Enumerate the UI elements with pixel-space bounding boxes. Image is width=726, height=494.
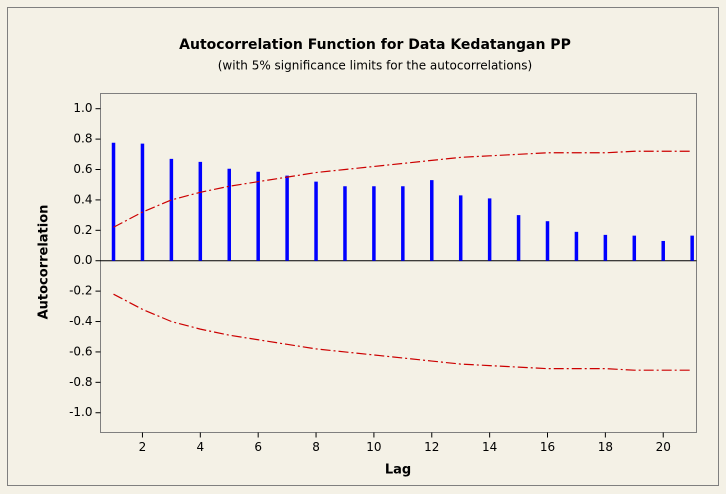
significance-limit xyxy=(113,150,693,228)
x-tick-label: 10 xyxy=(366,440,381,454)
plot-area xyxy=(100,93,697,433)
chart-title: Autocorrelation Function for Data Kedata… xyxy=(179,37,571,53)
y-tick-label: -0.2 xyxy=(69,284,92,298)
y-tick-label: -1.0 xyxy=(69,405,92,419)
y-tick-label: 0.0 xyxy=(73,253,92,267)
x-tick-label: 12 xyxy=(424,440,439,454)
x-tick-label: 20 xyxy=(656,440,671,454)
y-tick-label: -0.8 xyxy=(69,375,92,389)
y-tick-label: 0.2 xyxy=(73,223,92,237)
chart-subtitle: (with 5% significance limits for the aut… xyxy=(218,59,532,73)
x-tick-label: 2 xyxy=(139,440,147,454)
x-tick-label: 6 xyxy=(254,440,262,454)
x-tick-label: 14 xyxy=(482,440,497,454)
y-tick-label: 1.0 xyxy=(73,101,92,115)
frame xyxy=(7,7,719,486)
y-tick-label: 0.6 xyxy=(73,162,92,176)
y-tick-label: -0.6 xyxy=(69,344,92,358)
x-tick-label: 4 xyxy=(196,440,204,454)
y-tick-label: 0.8 xyxy=(73,132,92,146)
y-axis-label: Autocorrelation xyxy=(37,205,52,320)
x-tick-label: 18 xyxy=(598,440,613,454)
x-tick-label: 8 xyxy=(312,440,320,454)
y-tick-label: -0.4 xyxy=(69,314,92,328)
x-axis-label: Lag xyxy=(385,463,411,478)
significance-limit xyxy=(113,293,693,371)
y-tick-label: 0.4 xyxy=(73,192,92,206)
x-tick-label: 16 xyxy=(540,440,555,454)
